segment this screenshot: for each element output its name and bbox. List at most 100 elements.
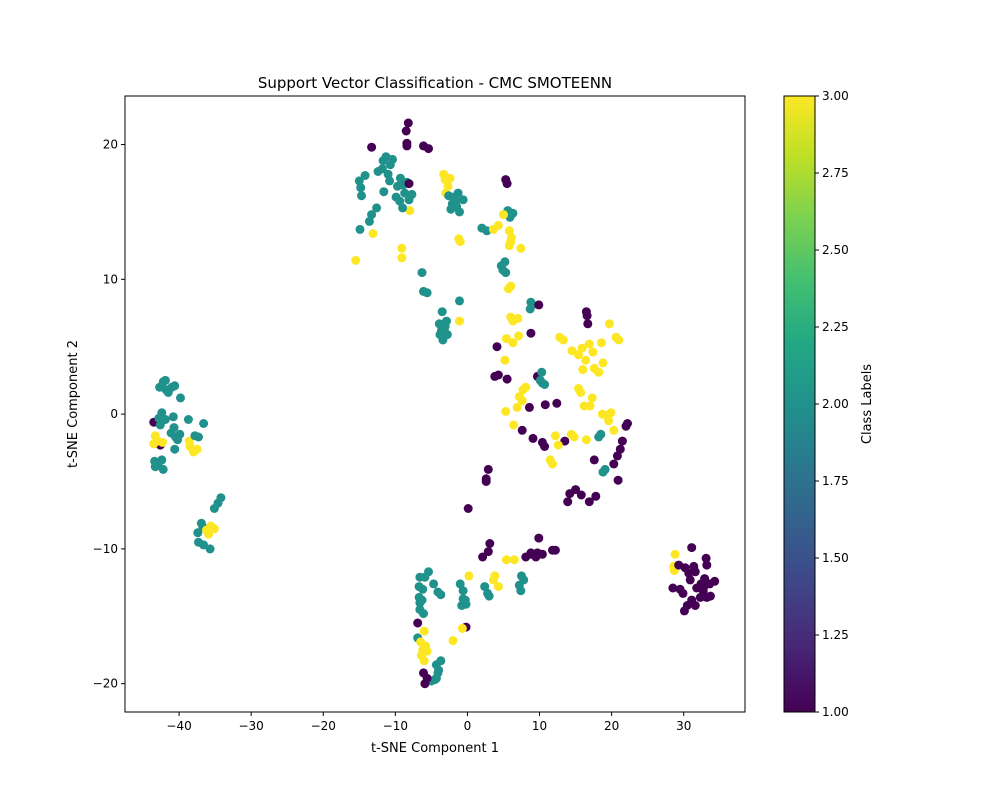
colorbar-label: Class Labels <box>860 364 875 444</box>
x-tick-label: −30 <box>238 719 263 733</box>
data-point-class-3 <box>670 549 680 559</box>
data-point-class-3 <box>499 210 508 220</box>
data-point-class-2 <box>209 504 219 513</box>
data-point-class-2 <box>415 572 425 582</box>
data-point-class-3 <box>578 365 588 375</box>
data-point-class-2 <box>460 595 470 605</box>
data-point-class-2 <box>163 388 173 397</box>
x-tick-label: 0 <box>464 719 472 733</box>
data-point-class-3 <box>609 425 619 435</box>
data-point-class-2 <box>356 183 366 193</box>
data-point-class-1 <box>702 560 712 570</box>
data-point-class-1 <box>591 491 601 501</box>
data-point-class-1 <box>534 300 544 310</box>
data-point-class-1 <box>534 533 544 543</box>
data-point-class-3 <box>597 338 606 348</box>
data-point-class-2 <box>160 375 170 385</box>
x-axis-ticks: −40 −30 −20 −10 0 10 20 30 <box>166 712 691 733</box>
data-point-class-3 <box>490 571 500 581</box>
data-point-class-2 <box>183 415 193 424</box>
data-point-class-2 <box>480 582 490 592</box>
data-point-class-3 <box>509 555 519 565</box>
data-point-class-3 <box>506 237 516 247</box>
data-point-class-3 <box>553 440 563 450</box>
data-point-class-3 <box>419 626 429 636</box>
data-point-class-2 <box>157 408 167 418</box>
data-point-class-2 <box>364 216 374 226</box>
data-point-class-1 <box>668 583 678 593</box>
data-point-class-3 <box>512 402 522 412</box>
data-point-class-2 <box>439 326 449 335</box>
data-point-class-3 <box>614 335 624 345</box>
data-point-class-2 <box>157 455 167 465</box>
data-point-class-1 <box>615 444 625 454</box>
data-point-class-2 <box>150 462 160 472</box>
data-point-class-1 <box>527 549 537 559</box>
data-point-class-2 <box>417 595 427 605</box>
data-point-class-1 <box>420 679 430 689</box>
data-point-class-1 <box>582 311 592 321</box>
data-point-class-1 <box>552 398 562 408</box>
data-point-class-2 <box>377 164 387 174</box>
data-points <box>149 118 720 689</box>
data-point-class-1 <box>492 342 502 352</box>
data-point-class-2 <box>190 431 200 441</box>
data-point-class-3 <box>192 444 202 454</box>
data-point-class-1 <box>483 464 493 474</box>
data-point-class-1 <box>403 118 413 128</box>
data-point-class-3 <box>567 346 577 356</box>
data-point-class-3 <box>419 656 429 666</box>
x-tick-label: 20 <box>604 719 619 733</box>
data-point-class-1 <box>584 497 594 507</box>
data-point-class-3 <box>569 432 579 442</box>
data-point-class-3 <box>501 334 511 344</box>
data-point-class-3 <box>605 319 614 329</box>
data-point-class-1 <box>687 543 697 553</box>
data-point-class-1 <box>537 437 547 447</box>
data-point-class-2 <box>458 586 468 596</box>
data-point-class-3 <box>397 243 407 253</box>
data-point-class-1 <box>699 582 709 592</box>
data-point-class-2 <box>598 467 608 477</box>
data-point-class-1 <box>478 552 488 562</box>
data-point-class-3 <box>585 401 595 411</box>
data-point-class-3 <box>493 582 503 592</box>
colorbar-tick-label: 1.00 <box>822 705 849 719</box>
data-point-class-3 <box>550 431 560 441</box>
data-point-class-1 <box>550 545 560 555</box>
data-point-class-3 <box>587 393 597 403</box>
colorbar <box>783 95 816 713</box>
data-point-class-3 <box>443 181 453 191</box>
data-point-class-3 <box>368 229 378 238</box>
data-point-class-2 <box>500 257 510 267</box>
data-point-class-2 <box>407 189 417 199</box>
data-point-class-2 <box>372 203 382 213</box>
data-point-class-3 <box>209 524 219 534</box>
data-point-class-1 <box>583 319 593 329</box>
data-point-class-3 <box>516 243 526 253</box>
data-point-class-3 <box>558 335 568 345</box>
data-point-class-2 <box>418 584 428 594</box>
data-point-class-2 <box>170 381 180 391</box>
data-point-class-1 <box>690 567 700 577</box>
x-tick-label: −20 <box>311 719 336 733</box>
data-point-class-2 <box>436 590 446 600</box>
data-point-class-3 <box>351 255 361 265</box>
data-point-class-2 <box>437 307 447 317</box>
data-point-class-2 <box>516 586 526 596</box>
data-point-class-2 <box>453 188 463 198</box>
data-point-class-3 <box>506 281 516 291</box>
data-point-class-2 <box>385 176 395 186</box>
data-point-class-2 <box>158 464 168 474</box>
data-point-class-1 <box>401 126 411 136</box>
data-point-class-1 <box>589 455 599 465</box>
data-point-class-2 <box>383 169 393 179</box>
colorbar-ticks: 1.00 1.25 1.50 1.75 2.00 2.25 2.50 2.75 3.00 <box>815 89 849 719</box>
data-point-class-2 <box>498 265 508 275</box>
data-point-class-3 <box>508 338 518 348</box>
data-point-class-3 <box>574 350 583 360</box>
x-tick-label: −10 <box>383 719 408 733</box>
data-point-class-2 <box>170 444 180 454</box>
colorbar-tick-label: 2.50 <box>822 243 849 257</box>
